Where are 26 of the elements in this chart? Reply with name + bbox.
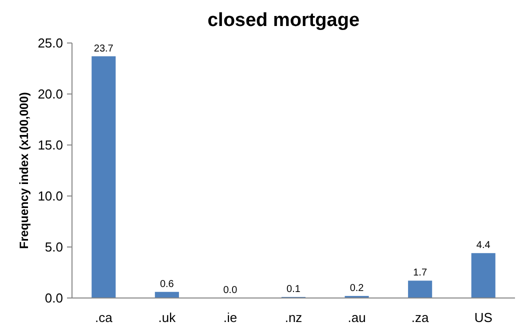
x-tick-label: .uk xyxy=(158,310,176,325)
x-tick-label: US xyxy=(474,310,493,325)
data-label: 0.6 xyxy=(160,278,174,290)
x-tick-label: .za xyxy=(411,310,430,325)
y-tick-label: 0.0 xyxy=(44,290,63,306)
x-tick-label: .ie xyxy=(223,310,238,325)
data-label: 1.7 xyxy=(413,268,428,279)
bar xyxy=(408,280,432,298)
bar xyxy=(154,292,179,298)
y-axis-title: Frequency index (x100,000) xyxy=(17,92,31,249)
y-tick-label: 25.0 xyxy=(38,36,63,51)
y-tick-label: 5.0 xyxy=(44,240,63,255)
data-label: 0.2 xyxy=(350,282,364,294)
y-tick-label: 20.0 xyxy=(38,86,63,102)
data-label: 0.0 xyxy=(223,285,238,296)
y-tick-label: 15.0 xyxy=(38,138,63,153)
x-tick-label: .ca xyxy=(94,310,114,325)
bar xyxy=(92,56,116,298)
bar xyxy=(471,253,496,298)
chart-title: closed mortgage xyxy=(207,10,360,31)
data-label: 0.1 xyxy=(286,284,301,295)
x-tick-label: .au xyxy=(348,310,366,325)
y-tick-label: 10.0 xyxy=(38,188,63,204)
data-label: 4.4 xyxy=(476,240,491,252)
x-tick-label: .nz xyxy=(284,310,302,325)
data-label: 23.7 xyxy=(94,43,114,54)
